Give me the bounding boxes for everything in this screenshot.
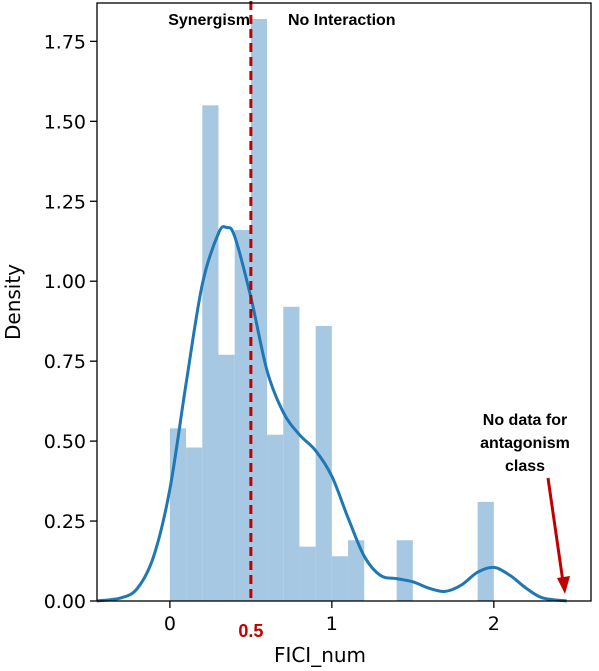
histogram-bars xyxy=(169,18,494,602)
histogram-bar xyxy=(250,18,268,601)
histogram-bar xyxy=(331,556,349,601)
y-tick-label: 1.00 xyxy=(44,271,86,293)
histogram-bar xyxy=(299,546,316,601)
y-tick-label: 0.00 xyxy=(44,591,86,613)
histogram-bar xyxy=(218,354,235,601)
y-tick-label: 0.25 xyxy=(44,511,86,533)
histogram-bar xyxy=(234,230,251,601)
no-interaction-label: No Interaction xyxy=(288,12,396,29)
histogram-bar xyxy=(267,434,284,601)
x-axis-label: FICI_num xyxy=(274,643,366,667)
x-tick-label: 0 xyxy=(164,613,176,635)
histogram-bar xyxy=(202,105,219,602)
no-data-line-3: class xyxy=(505,458,545,475)
kde-curve xyxy=(96,225,567,603)
no-data-annotation: No data for antagonism class xyxy=(480,412,570,475)
threshold-tick-label: 0.5 xyxy=(238,621,263,641)
histogram-bar xyxy=(283,306,300,601)
y-tick-label: 1.75 xyxy=(44,31,86,53)
y-tick-label: 0.75 xyxy=(44,351,86,373)
histogram-bar xyxy=(477,501,494,601)
y-tick-label: 1.25 xyxy=(44,191,86,213)
no-data-line-1: No data for xyxy=(483,412,567,429)
histogram-bar xyxy=(396,540,413,601)
x-tick-label: 2 xyxy=(488,613,500,635)
axes: 0.00 0.25 0.50 0.75 1.00 1.25 1.50 1.75 0 1 2 xyxy=(44,31,500,635)
x-tick-label: 1 xyxy=(326,613,338,635)
no-data-arrow xyxy=(546,477,570,594)
histogram-bar xyxy=(169,428,187,601)
histogram-bar xyxy=(348,540,365,601)
synergism-label: Synergism xyxy=(168,12,250,29)
histogram-bar xyxy=(186,447,203,601)
y-axis-label: Density xyxy=(1,264,25,340)
y-tick-label: 0.50 xyxy=(44,431,86,453)
no-data-line-2: antagonism xyxy=(480,435,570,452)
plot-frame xyxy=(96,2,592,602)
y-tick-label: 1.50 xyxy=(44,111,86,133)
